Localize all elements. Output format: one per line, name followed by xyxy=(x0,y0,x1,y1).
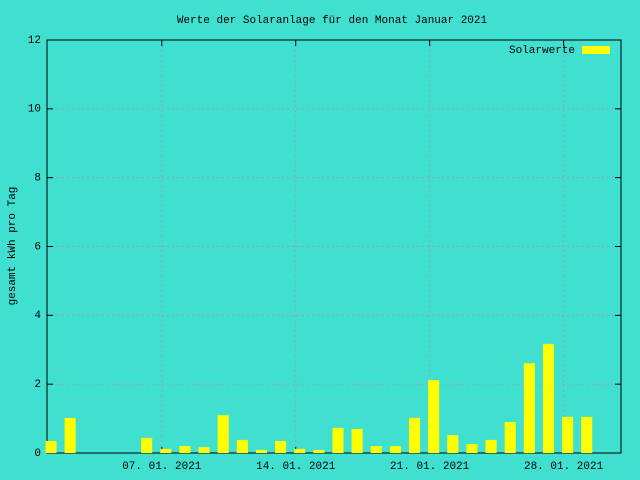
y-tick-label: 8 xyxy=(34,173,41,185)
bar xyxy=(370,446,382,453)
bar xyxy=(562,416,574,453)
bar xyxy=(64,417,76,453)
bar xyxy=(523,363,535,453)
bar xyxy=(275,440,287,453)
bar xyxy=(332,427,344,453)
x-tick-label: 21. 01. 2021 xyxy=(390,461,470,473)
bar xyxy=(389,446,401,453)
bar xyxy=(447,435,459,453)
bar xyxy=(198,447,210,453)
bar xyxy=(313,449,325,453)
y-tick-label: 12 xyxy=(28,35,41,47)
legend-label: Solarwerte xyxy=(509,45,575,57)
bar xyxy=(236,439,248,453)
bar xyxy=(542,343,555,453)
bar xyxy=(217,415,229,453)
bar xyxy=(504,422,516,453)
y-tick-label: 2 xyxy=(34,379,41,391)
bar xyxy=(255,449,268,453)
bar xyxy=(428,380,440,453)
bar xyxy=(160,448,172,453)
bar xyxy=(466,444,478,453)
x-tick-label: 14. 01. 2021 xyxy=(256,461,336,473)
y-tick-label: 0 xyxy=(34,448,41,460)
bar xyxy=(141,437,153,453)
bar xyxy=(45,440,57,453)
y-tick-label: 4 xyxy=(34,310,41,322)
y-tick-label: 10 xyxy=(28,104,41,116)
x-tick-label: 28. 01. 2021 xyxy=(524,461,604,473)
bar xyxy=(485,439,497,453)
y-axis-label: gesamt kWh pro Tag xyxy=(7,187,19,306)
chart-title: Werte der Solaranlage für den Monat Janu… xyxy=(177,15,488,27)
x-tick-label: 07. 01. 2021 xyxy=(122,461,202,473)
bar xyxy=(351,428,363,453)
legend-swatch xyxy=(582,46,610,54)
bar xyxy=(294,448,306,453)
y-tick-label: 6 xyxy=(34,241,41,253)
bar xyxy=(179,446,191,453)
bar xyxy=(408,417,421,453)
bar xyxy=(581,416,593,453)
